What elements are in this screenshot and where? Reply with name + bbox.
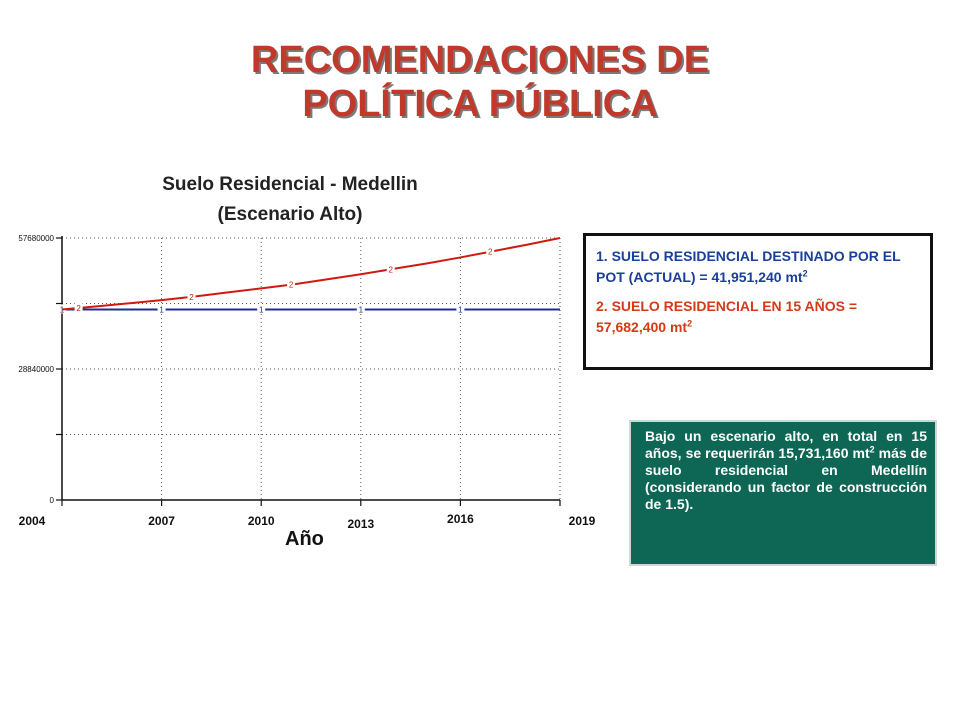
series-2-marker-4: 2 (488, 248, 493, 257)
series-1-marker-4: 1 (458, 305, 463, 314)
x-axis-label: Año (285, 528, 324, 550)
series-2-marker-bg-3 (386, 264, 395, 274)
series-2-marker-0: 2 (76, 304, 81, 313)
series-1-marker-1: 1 (159, 305, 164, 314)
series-2-marker-bg-0 (74, 302, 83, 312)
series-2-marker-1: 2 (189, 293, 194, 302)
legend-entry-1: 1. SUELO RESIDENCIAL DESTINADO POR EL PO… (596, 246, 922, 288)
series-1-marker-bg-4 (456, 304, 465, 314)
series-1-marker-bg-1 (157, 304, 166, 314)
slide-title: RECOMENDACIONES DE POLÍTICA PÚBLICA (0, 38, 960, 126)
series-1-marker-bg-3 (356, 304, 365, 314)
summary-note-text-b: más de suelo residencial en Medellín (co… (645, 445, 928, 512)
legend-entry-1-text: 1. SUELO RESIDENCIAL DESTINADO POR EL PO… (596, 248, 901, 285)
series-2-marker-3: 2 (388, 265, 393, 274)
series-2-marker-bg-1 (187, 291, 196, 301)
chart-title-line1: Suelo Residencial - Medellin (162, 174, 418, 195)
series-1-marker-3: 1 (359, 305, 364, 314)
legend-info-box: 1. SUELO RESIDENCIAL DESTINADO POR EL PO… (583, 233, 933, 370)
series-1-marker-2: 1 (259, 305, 264, 314)
line-chart: 57680000 28840000 0 2004 2007 2010 2013 2016 201… (18, 234, 596, 531)
legend-entry-2-unit-exp: 2 (687, 318, 693, 329)
summary-note-text-a: Bajo un escenario alto, en total en 15 a… (645, 428, 927, 461)
legend-entry-2: 2. SUELO RESIDENCIAL EN 15 AÑOS = 57,682… (596, 296, 922, 338)
y-tick-label-2: 0 (50, 496, 55, 505)
y-tick-label-1: 28840000 (18, 365, 54, 374)
x-tick-label-5: 2019 (569, 514, 596, 528)
legend-entry-1-unit-exp: 2 (802, 268, 808, 279)
x-tick-label-1: 2007 (148, 514, 175, 528)
series-1-marker-bg-2 (257, 304, 266, 314)
series-2-marker-2: 2 (289, 281, 294, 290)
chart-title: Suelo Residencial - Medellin (Escenario … (70, 170, 510, 230)
x-tick-label-0: 2004 (19, 514, 46, 528)
series-2-line (61, 237, 561, 311)
x-tick-label-3: 2013 (347, 517, 374, 531)
x-tick-label-2: 2010 (248, 514, 275, 528)
series-2-marker-bg-2 (287, 279, 296, 289)
x-tick-label-4: 2016 (447, 512, 474, 526)
legend-entry-2-text: 2. SUELO RESIDENCIAL EN 15 AÑOS = 57,682… (596, 298, 858, 335)
chart-title-line2: (Escenario Alto) (217, 204, 363, 225)
y-tick-label-0: 57680000 (18, 234, 54, 243)
series-2-marker-bg-4 (486, 246, 495, 256)
legend-entry-1-unit: mt (785, 269, 803, 285)
slide-title-line1: RECOMENDACIONES DE (250, 39, 710, 81)
summary-note-exp: 2 (869, 444, 875, 455)
summary-note: Bajo un escenario alto, en total en 15 a… (629, 420, 937, 566)
slide-title-line2: POLÍTICA PÚBLICA (302, 83, 658, 125)
legend-entry-2-unit: mt (669, 319, 688, 335)
